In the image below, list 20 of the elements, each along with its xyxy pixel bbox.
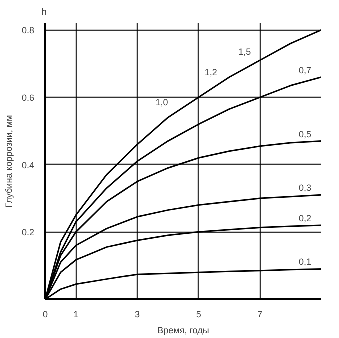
y-tick-label: 0.6 [22, 93, 35, 104]
annotation: 1,0 [156, 98, 168, 108]
annotation: 1,5 [238, 47, 252, 58]
annotation: 1,2 [204, 67, 218, 78]
text: h [42, 8, 48, 18]
series-label: 0,3 [298, 183, 312, 194]
x-tick-label: 0 [42, 310, 48, 320]
x-tick-label: 7 [258, 310, 263, 320]
series-label: 0,7 [298, 65, 312, 76]
x-tick-label: 3 [134, 310, 140, 320]
x-axis-title: Время, годы [158, 326, 210, 336]
y-axis-title: Глубина коррозии, мм [4, 115, 14, 208]
y-tick-label: 0.4 [22, 160, 35, 170]
series-label: 0,2 [298, 213, 312, 224]
y-tick-label: 0.2 [22, 228, 35, 238]
series-label: 0,1 [298, 257, 312, 268]
series-label: 0,5 [298, 129, 312, 140]
x-tick-label: 5 [196, 310, 202, 320]
y-tick-label: 0.8 [22, 26, 35, 36]
x-tick-label: 1 [74, 310, 79, 320]
